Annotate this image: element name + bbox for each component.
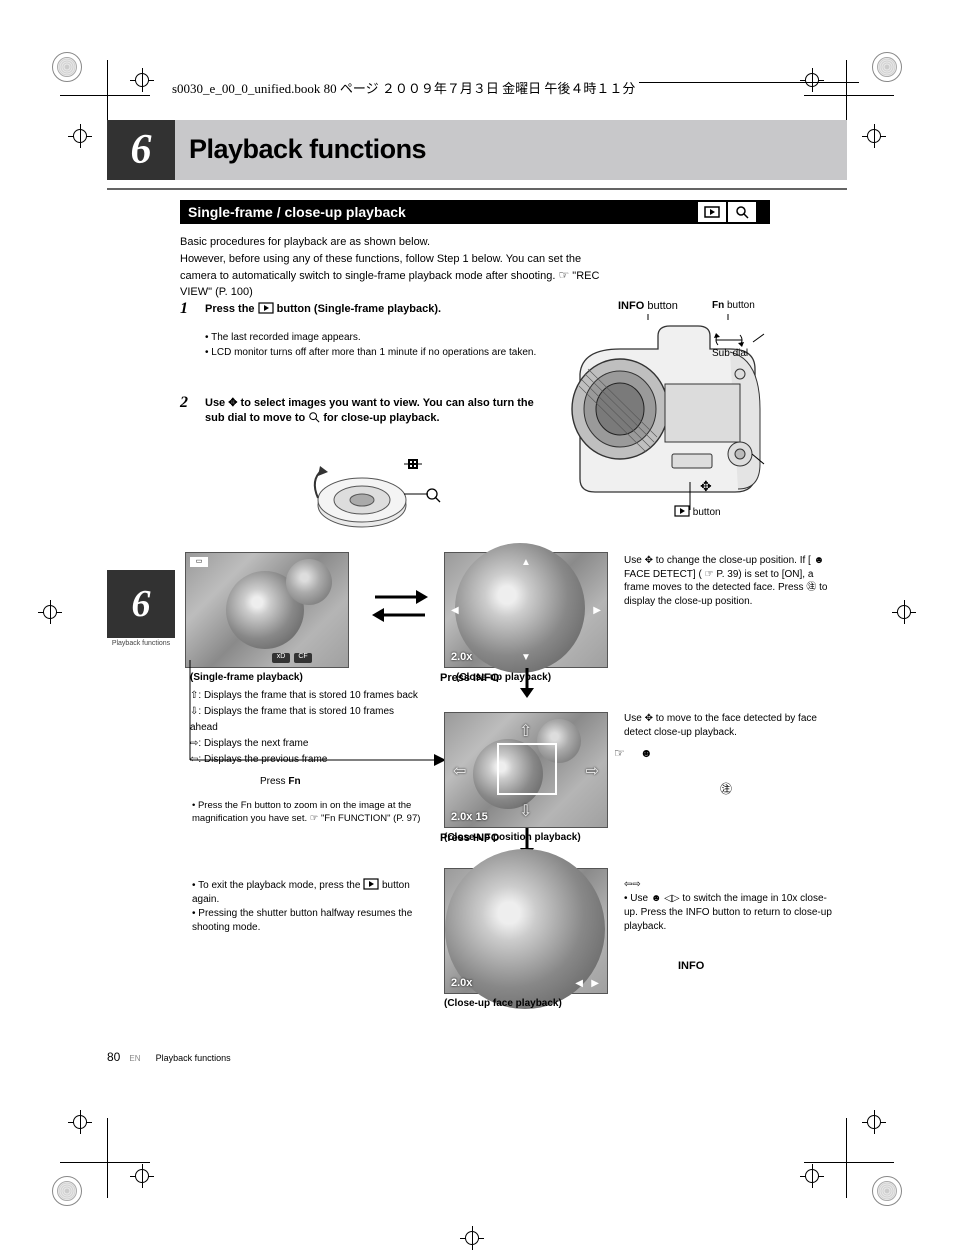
- closeup-pos-note: Use ✥ to move to the face detected by fa…: [624, 712, 834, 739]
- side-tab: 6: [107, 570, 175, 638]
- info-button-label: INFO button: [618, 300, 678, 312]
- crosshair-mark: [800, 1164, 824, 1188]
- closeup-face-caption: (Close-up face playback): [444, 998, 562, 1009]
- ok-button-icon: ㊟: [720, 780, 732, 797]
- frame-line: [107, 1118, 108, 1198]
- crosshair-mark: [130, 1164, 154, 1188]
- page-number: 80 EN Playback functions: [107, 1050, 231, 1064]
- magnification-3: 2.0x: [451, 977, 472, 989]
- crosshair-mark: [68, 1110, 92, 1134]
- branch-line: [188, 660, 448, 773]
- frame-line: [804, 1162, 894, 1163]
- chapter-header: 6 Playback functions: [107, 120, 847, 180]
- info-press-1: Press INFO: [440, 672, 499, 684]
- exit-note: • To exit the playback mode, press the b…: [192, 878, 422, 935]
- step1-lead: However, before using any of these funct…: [180, 252, 600, 300]
- face-icon: ☻: [814, 555, 825, 566]
- fn-note: • Press the Fn button to zoom in on the …: [192, 800, 422, 826]
- section-title: Single-frame / close-up playback: [180, 204, 406, 220]
- step-2-number: 2: [180, 394, 188, 412]
- face-icon: ☻: [651, 893, 662, 904]
- section-icons: [698, 200, 758, 224]
- panel-closeup-position: ⇧ ⇩ ⇦ ⇨ 2.0x 15: [444, 712, 608, 828]
- panel-closeup-face: 2.0x ◀ ▶: [444, 868, 608, 994]
- dpad-icon: ✥: [228, 397, 237, 409]
- chapter-rule: [107, 188, 847, 190]
- reg-mark: [872, 1176, 902, 1206]
- play-icon: [696, 200, 728, 224]
- pointer-icon: ☞: [705, 569, 714, 580]
- info-return-label: INFO: [678, 960, 704, 972]
- step-1-text: Press the button (Single-frame playback)…: [205, 302, 555, 316]
- panel-single-frame: ▭ xD CF: [185, 552, 349, 668]
- sub-dial-label: Sub dial: [712, 348, 748, 359]
- fn-branch-label: Press Fn: [260, 776, 301, 787]
- crosshair-mark: [800, 68, 824, 92]
- magnification-1: 2.0x: [451, 651, 472, 663]
- zoom-icon: [726, 200, 758, 224]
- frame-line: [804, 95, 894, 96]
- header-file-line: s0030_e_00_0_unified.book 80 ページ ２００９年７月…: [168, 78, 639, 97]
- face-icon: ☻: [640, 746, 653, 760]
- pointer-icon: ☞: [310, 813, 319, 824]
- fn-button-label: Fn button: [712, 300, 755, 311]
- leftright-small-icon: ◁▷: [664, 893, 679, 904]
- crosshair-mark: [460, 1226, 484, 1250]
- intro-text: Basic procedures for playback are as sho…: [180, 236, 760, 248]
- ok-button-icon: ㊟: [806, 582, 816, 593]
- step-1-bullet2: • LCD monitor turns off after more than …: [205, 346, 555, 359]
- frame-line: [846, 1118, 847, 1198]
- frame-line: [60, 1162, 150, 1163]
- chapter-number: 6: [107, 120, 175, 180]
- side-tab-label: Playback functions: [107, 640, 175, 647]
- info-press-2: Press INFO: [440, 832, 499, 844]
- closeup-note: Use ✥ to change the close-up position. I…: [624, 554, 834, 608]
- crosshair-mark: [38, 600, 62, 624]
- crosshair-mark: [862, 1110, 886, 1134]
- magnification-2: 2.0x 15: [451, 811, 488, 823]
- leftright-icon: ⇦⇨: [624, 879, 641, 890]
- reg-mark: [872, 52, 902, 82]
- play-button-label: button: [674, 505, 721, 518]
- reg-mark: [52, 1176, 82, 1206]
- panel-close-up: ▲ ▼ ◀ ▶ 2.0x: [444, 552, 608, 668]
- crosshair-mark: [130, 68, 154, 92]
- pointer-icon: ☞: [614, 746, 625, 760]
- step-1-bullet: • The last recorded image appears.: [205, 332, 555, 343]
- dial-illustration: [300, 450, 460, 540]
- reg-mark: [52, 52, 82, 82]
- dpad-icon: ✥: [700, 478, 712, 495]
- chapter-title: Playback functions: [189, 134, 426, 165]
- frame-line: [60, 95, 150, 96]
- closeup-face-note: ⇦⇨ • Use ☻ ◁▷ to switch the image in 10x…: [624, 878, 838, 934]
- crosshair-mark: [892, 600, 916, 624]
- crosshair-mark: [68, 124, 92, 148]
- crosshair-mark: [862, 124, 886, 148]
- dpad-icon: ✥: [645, 555, 653, 566]
- pointer-icon: ☞: [558, 268, 569, 282]
- arrows-bidir: [370, 585, 430, 628]
- arrow-down-1: [520, 668, 534, 701]
- step-2-text: Use ✥ to select images you want to view.…: [205, 396, 540, 426]
- section-bar: Single-frame / close-up playback: [180, 200, 770, 224]
- dpad-icon: ✥: [645, 713, 653, 724]
- step-1-number: 1: [180, 300, 188, 318]
